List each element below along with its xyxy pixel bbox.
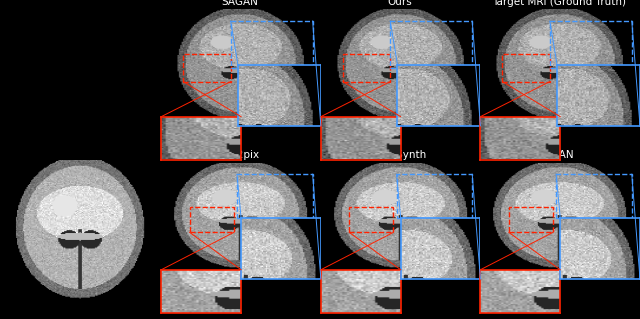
- Bar: [349, 207, 394, 232]
- Bar: [183, 54, 230, 82]
- Bar: [556, 174, 632, 219]
- Text: Ours: Ours: [387, 0, 412, 7]
- Bar: [509, 207, 553, 232]
- Bar: [550, 21, 632, 68]
- Bar: [343, 54, 390, 82]
- Text: Target MRI (Ground Truth): Target MRI (Ground Truth): [492, 0, 627, 7]
- Bar: [237, 174, 312, 219]
- Text: SAGAN: SAGAN: [221, 0, 259, 7]
- Bar: [189, 207, 234, 232]
- Bar: [230, 21, 312, 68]
- Text: pGAN: pGAN: [545, 150, 574, 160]
- Text: medSynth: medSynth: [373, 150, 426, 160]
- Text: pix2pix: pix2pix: [221, 150, 259, 160]
- Text: Reference MRI: Reference MRI: [42, 146, 116, 156]
- Bar: [390, 21, 472, 68]
- Bar: [502, 54, 550, 82]
- Bar: [397, 174, 472, 219]
